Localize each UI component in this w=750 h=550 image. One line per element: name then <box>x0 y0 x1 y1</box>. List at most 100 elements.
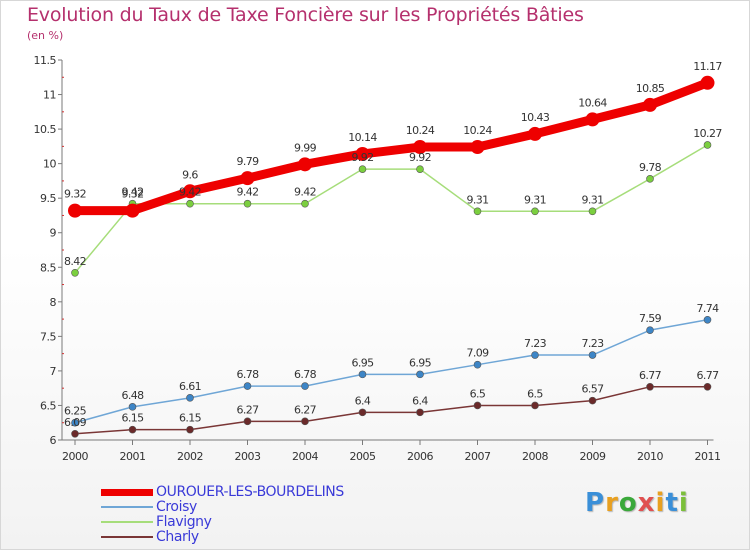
data-label: 6.27 <box>236 403 259 416</box>
data-label: 9.92 <box>351 151 373 164</box>
chart-unit: (en %) <box>27 29 64 42</box>
logo-letter: r <box>605 488 619 518</box>
data-point <box>243 417 252 426</box>
x-tick-label: 2009 <box>580 450 606 463</box>
data-point <box>128 403 137 411</box>
y-tick-label: 11 <box>43 89 56 102</box>
data-label: 6.95 <box>409 356 432 369</box>
data-label: 7.59 <box>639 312 662 325</box>
data-point <box>71 268 79 277</box>
data-point <box>416 370 424 379</box>
chart-title: Evolution du Taux de Taxe Foncière sur l… <box>27 4 584 26</box>
data-label: 9.79 <box>236 155 259 168</box>
series-line-flavigny <box>74 144 708 274</box>
proxiti-logo: Proxiti <box>585 488 689 518</box>
data-point <box>588 396 597 405</box>
x-tick-label: 2000 <box>62 450 88 463</box>
data-point <box>186 425 194 434</box>
data-label: 6.78 <box>236 368 259 381</box>
data-point <box>473 360 482 369</box>
data-label: 9.31 <box>524 193 546 206</box>
data-label: 6.4 <box>355 394 371 407</box>
data-point <box>186 199 194 208</box>
data-label: 9.6 <box>182 168 198 181</box>
logo-letter: i <box>678 488 689 518</box>
data-label: 6.77 <box>696 369 719 382</box>
data-label: 7.74 <box>696 302 719 315</box>
data-point <box>703 315 712 324</box>
legend-label: Charly <box>156 529 199 545</box>
data-point <box>125 203 140 218</box>
data-label: 6.95 <box>351 356 374 369</box>
data-label: 10.64 <box>578 96 607 109</box>
data-label: 6.15 <box>121 412 144 425</box>
data-point <box>470 140 485 155</box>
legend-label: Flavigny <box>156 514 212 530</box>
data-label: 6.77 <box>639 369 662 382</box>
y-tick-label: 8 <box>50 296 57 309</box>
data-point <box>183 184 197 199</box>
data-point <box>413 140 427 155</box>
data-point <box>68 203 82 218</box>
data-point <box>588 207 597 216</box>
y-tick-label: 6 <box>50 434 57 447</box>
data-label: 6.25 <box>64 405 87 418</box>
data-point <box>71 429 79 438</box>
data-point <box>473 401 482 410</box>
data-point <box>700 75 715 90</box>
legend-swatch <box>101 521 153 523</box>
data-label: 9.99 <box>294 141 317 154</box>
data-label: 9.42 <box>179 186 201 199</box>
data-label: 7.23 <box>581 337 604 350</box>
legend-label: OUROUER-LES-BOURDELINS <box>156 484 344 500</box>
logo-letter: x <box>637 488 656 518</box>
data-point <box>528 126 542 141</box>
data-point <box>703 141 712 149</box>
data-point <box>416 165 424 173</box>
data-label: 6.4 <box>412 394 428 407</box>
data-point <box>531 351 539 359</box>
data-point <box>71 418 79 427</box>
data-label: 10.27 <box>693 127 722 140</box>
legend-swatch <box>101 506 153 508</box>
x-tick-label: 2006 <box>407 450 433 463</box>
data-label: 6.09 <box>64 416 87 429</box>
y-tick-label: 7 <box>50 365 57 378</box>
data-point <box>646 326 654 334</box>
data-point <box>301 199 309 208</box>
data-point <box>298 157 312 172</box>
y-tick-label: 10 <box>43 158 56 171</box>
legend-label: Croisy <box>156 499 197 515</box>
legend-swatch <box>101 489 153 496</box>
x-tick-label: 2002 <box>177 450 203 463</box>
data-point <box>646 382 654 391</box>
logo-letter: P <box>585 488 606 518</box>
logo-letter: i <box>655 488 666 518</box>
data-label: 10.43 <box>521 111 550 124</box>
y-tick-label: 6.5 <box>40 399 56 412</box>
y-tick-label: 10.5 <box>34 123 57 136</box>
data-label: 9.92 <box>409 151 431 164</box>
data-label: 9.42 <box>294 186 316 199</box>
data-point <box>301 382 309 390</box>
data-label: 10.24 <box>406 124 435 137</box>
series-line-croisy <box>74 319 708 424</box>
logo-letter: t <box>665 488 679 518</box>
data-point <box>358 165 367 173</box>
data-point <box>646 175 654 183</box>
data-label: 9.31 <box>466 193 488 206</box>
data-point <box>358 370 367 379</box>
data-point <box>643 97 657 112</box>
series-line-charly <box>74 386 708 435</box>
data-label: 6.78 <box>294 368 317 381</box>
data-label: 9.31 <box>581 193 603 206</box>
legend-swatch <box>101 536 153 538</box>
x-tick-label: 2004 <box>292 450 318 463</box>
logo-letter: o <box>618 488 638 518</box>
x-tick-label: 2005 <box>350 450 376 463</box>
data-point <box>243 382 252 390</box>
y-tick-label: 7.5 <box>40 330 56 343</box>
x-tick-label: 2010 <box>637 450 663 463</box>
